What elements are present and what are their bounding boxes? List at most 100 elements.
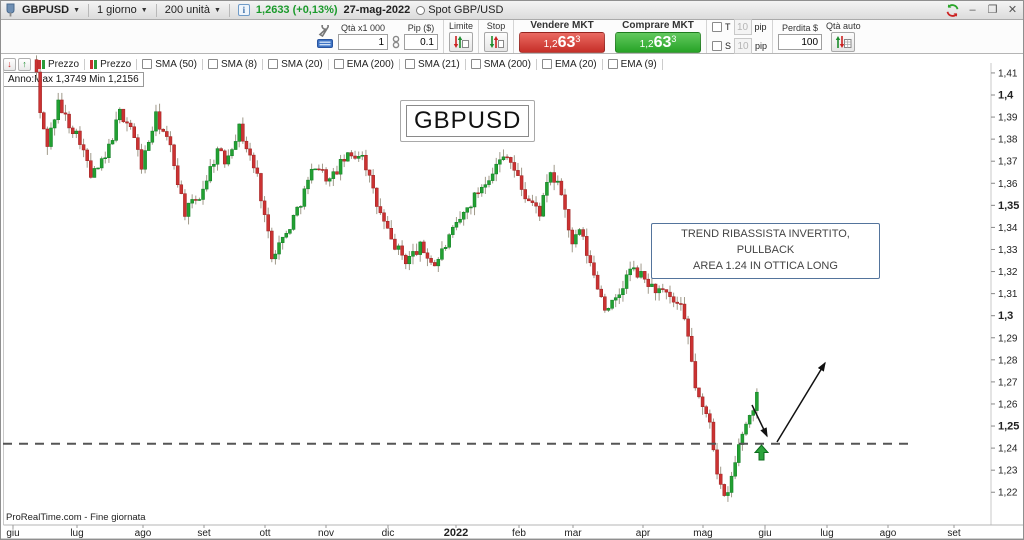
link-icon[interactable] bbox=[392, 35, 400, 49]
candle-body bbox=[183, 193, 187, 217]
candle-body bbox=[530, 200, 535, 203]
candle-body bbox=[320, 169, 325, 171]
indicator-toggle[interactable]: SMA (50) bbox=[137, 58, 203, 70]
pullback-arrow[interactable] bbox=[751, 404, 768, 438]
candle-body bbox=[212, 164, 216, 167]
indicator-toggle[interactable]: EMA (200) bbox=[329, 58, 400, 70]
price-toggle[interactable]: Prezzo bbox=[33, 58, 86, 70]
candle-body bbox=[429, 258, 433, 263]
candle-body bbox=[259, 173, 263, 202]
window-controls: – ❐ ✕ bbox=[945, 3, 1020, 18]
indicator-checkbox[interactable] bbox=[607, 59, 618, 69]
candle-body bbox=[273, 253, 278, 260]
indicator-checkbox[interactable] bbox=[541, 59, 552, 69]
candle-body bbox=[711, 421, 716, 451]
indicator-checkbox[interactable] bbox=[405, 59, 415, 69]
candle-body bbox=[425, 252, 430, 259]
projection-arrow[interactable] bbox=[776, 361, 826, 443]
preferences-icon[interactable] bbox=[318, 25, 332, 37]
price-toggle[interactable]: Prezzo bbox=[85, 58, 138, 70]
price-axis-label: 1,23 bbox=[998, 466, 1018, 477]
target-checkbox[interactable] bbox=[712, 22, 723, 32]
indicator-checkbox[interactable] bbox=[268, 59, 279, 69]
chevron-down-icon: ▼ bbox=[73, 6, 80, 14]
candle-body bbox=[718, 473, 723, 485]
candle-body bbox=[317, 168, 321, 171]
candle-body bbox=[233, 141, 238, 150]
symbol-annotation-box[interactable]: GBPUSD bbox=[400, 100, 536, 142]
candle-body bbox=[118, 108, 122, 121]
pin-icon[interactable] bbox=[5, 3, 16, 17]
candle-body bbox=[107, 143, 111, 158]
history-scrollbar[interactable] bbox=[1, 538, 1023, 539]
scale-down-button[interactable]: ↓ bbox=[3, 57, 16, 71]
candle-body bbox=[186, 202, 191, 217]
limit-order-button[interactable] bbox=[449, 32, 473, 52]
price-axis-label: 1,29 bbox=[998, 333, 1018, 344]
candle-body bbox=[338, 159, 343, 175]
candle-body bbox=[476, 192, 480, 195]
scale-up-button[interactable]: ↑ bbox=[18, 57, 31, 71]
indicator-toggle[interactable]: EMA (9) bbox=[603, 58, 663, 70]
price-axis-label: 1,31 bbox=[998, 289, 1018, 300]
indicator-checkbox[interactable] bbox=[333, 59, 344, 69]
spot-radio-option[interactable]: Spot GBP/USD bbox=[416, 4, 503, 16]
candle-body bbox=[375, 187, 379, 207]
candle-body bbox=[67, 113, 71, 129]
loss-input[interactable] bbox=[778, 34, 823, 50]
maximize-button[interactable]: ❐ bbox=[987, 4, 998, 16]
candle-body bbox=[324, 169, 328, 182]
trend-note-box[interactable]: TREND RIBASSISTA INVERTITO, PULLBACK ARE… bbox=[651, 223, 880, 279]
indicator-label: SMA (50) bbox=[155, 58, 197, 70]
indicator-toggle[interactable]: SMA (21) bbox=[400, 58, 466, 70]
sell-market-button[interactable]: 1,2 63 3 bbox=[519, 32, 606, 53]
candle-body bbox=[172, 144, 176, 167]
close-button[interactable]: ✕ bbox=[1007, 4, 1018, 16]
indicator-checkbox[interactable] bbox=[142, 59, 153, 69]
stop-checkbox[interactable] bbox=[712, 41, 723, 51]
sell-price-prefix: 1,2 bbox=[543, 39, 558, 50]
buy-market-button[interactable]: 1,2 63 3 bbox=[615, 32, 702, 53]
qty-input[interactable] bbox=[338, 34, 388, 50]
candle-body bbox=[447, 234, 451, 248]
candle-body bbox=[393, 238, 397, 250]
candle-body bbox=[552, 172, 556, 183]
candle-body bbox=[584, 236, 589, 256]
candle-body bbox=[110, 140, 115, 145]
indicator-checkbox[interactable] bbox=[470, 59, 481, 69]
candle-body bbox=[436, 259, 441, 267]
indicator-toggle[interactable]: EMA (20) bbox=[537, 58, 603, 70]
candle-body bbox=[675, 301, 679, 304]
info-icon[interactable]: i bbox=[237, 4, 250, 16]
candle-body bbox=[85, 149, 89, 161]
pip-input[interactable] bbox=[404, 34, 438, 50]
target-pips-input[interactable] bbox=[733, 19, 752, 35]
minimize-button[interactable]: – bbox=[969, 4, 976, 16]
buy-marker-icon[interactable] bbox=[753, 444, 770, 461]
candle-body bbox=[697, 387, 701, 398]
candle-body bbox=[639, 271, 643, 278]
candle-body bbox=[291, 214, 296, 230]
price-toggle-label: Prezzo bbox=[100, 58, 132, 70]
keyboard-icon[interactable] bbox=[317, 39, 333, 48]
auto-qty-button[interactable] bbox=[831, 32, 856, 52]
refresh-icon[interactable] bbox=[945, 3, 960, 18]
indicator-toggle[interactable]: SMA (20) bbox=[263, 58, 329, 70]
candle-body bbox=[226, 155, 231, 165]
candle-body bbox=[613, 297, 618, 301]
timeframe-dropdown[interactable]: 1 giorno ▼ bbox=[97, 4, 148, 16]
stop-pips-input[interactable] bbox=[734, 38, 753, 54]
stop-order-button[interactable] bbox=[484, 32, 509, 52]
candle-body bbox=[313, 168, 317, 171]
separator bbox=[88, 3, 89, 17]
symbol-dropdown[interactable]: GBPUSD ▼ bbox=[22, 4, 80, 16]
units-dropdown[interactable]: 200 unità ▼ bbox=[165, 4, 221, 16]
candle-body bbox=[81, 144, 86, 151]
indicator-toggle[interactable]: SMA (8) bbox=[203, 58, 264, 70]
indicator-checkbox[interactable] bbox=[207, 59, 218, 69]
candle-body bbox=[487, 180, 491, 185]
price-axis-label: 1,35 bbox=[998, 200, 1019, 212]
stop-group: Stop bbox=[479, 20, 515, 53]
indicator-toggle[interactable]: SMA (200) bbox=[466, 58, 537, 70]
candle-body bbox=[125, 121, 129, 124]
